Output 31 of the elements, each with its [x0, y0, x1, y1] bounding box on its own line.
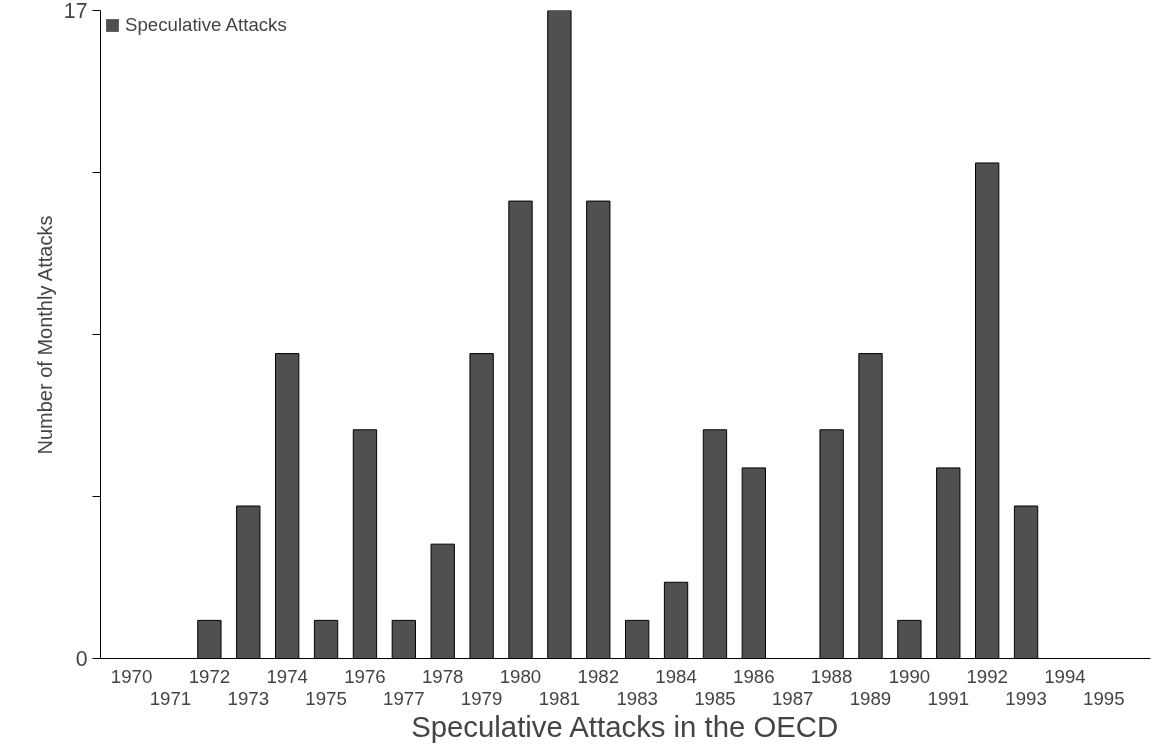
- y-tick-label: 17: [63, 0, 88, 23]
- x-tick-label: 1975: [305, 687, 347, 709]
- x-tick-label: 1993: [1005, 687, 1047, 709]
- x-tick-label: 1980: [499, 665, 542, 687]
- y-tick-label: 0: [75, 647, 88, 671]
- x-tick-label: 1983: [616, 687, 658, 709]
- x-tick-label: 1990: [888, 665, 931, 687]
- x-tick-label: 1988: [810, 665, 853, 687]
- x-tick-label: 1991: [927, 687, 970, 709]
- x-tick-label: 1979: [460, 687, 503, 709]
- x-tick-label: 1981: [538, 687, 581, 709]
- x-tick-label: 1973: [227, 687, 270, 709]
- x-tick-label: 1978: [421, 665, 464, 687]
- x-tick-label: 1970: [110, 665, 153, 687]
- x-tick-label: 1985: [694, 687, 736, 709]
- x-tick-label: 1992: [966, 665, 1008, 687]
- x-tick-label: 1989: [849, 687, 892, 709]
- x-tick-label: 1987: [771, 687, 814, 709]
- x-tick-label: 1994: [1044, 665, 1086, 687]
- x-tick-label: 1984: [655, 665, 697, 687]
- x-tick-label: 1982: [577, 665, 620, 687]
- x-tick-label: 1977: [383, 687, 425, 709]
- legend-label: Speculative Attacks: [125, 14, 287, 36]
- x-tick-label: 1995: [1083, 687, 1125, 709]
- x-tick-label: 1974: [266, 665, 308, 687]
- y-axis-title: Number of Monthly Attacks: [33, 215, 56, 455]
- x-tick-label: 1972: [188, 665, 231, 687]
- x-axis-title: Speculative Attacks in the OECD: [411, 709, 839, 743]
- x-tick-label: 1986: [733, 665, 775, 687]
- x-tick-label: 1976: [344, 665, 386, 687]
- x-tick-label: 1971: [149, 687, 192, 709]
